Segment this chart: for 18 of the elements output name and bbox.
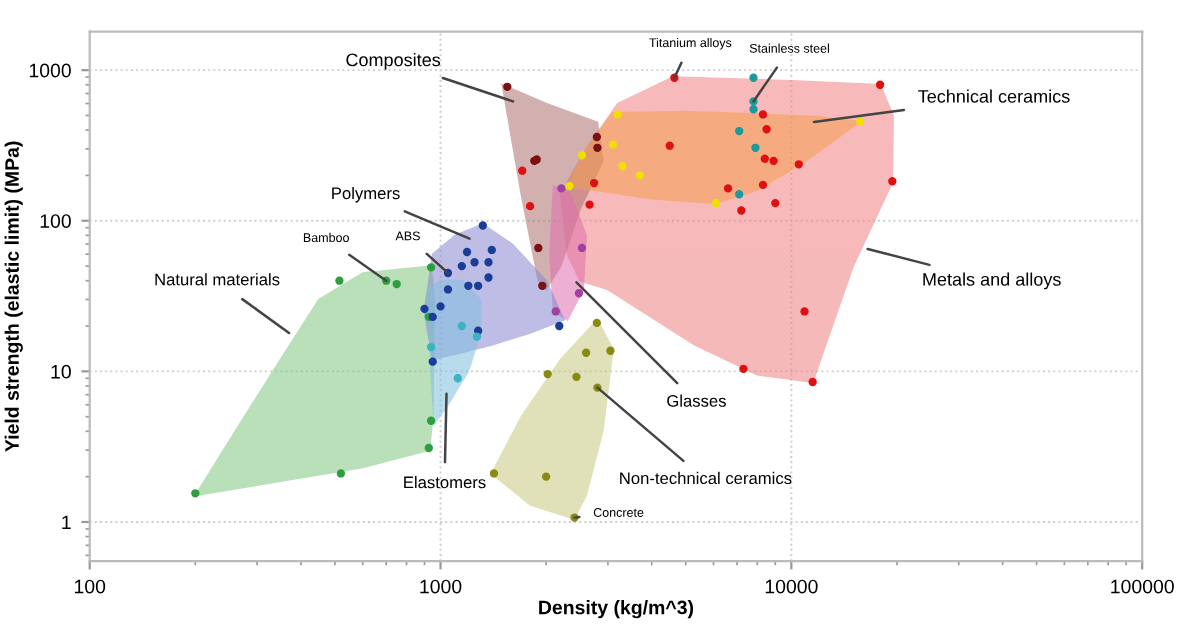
x-axis-title: Density (kg/m^3): [539, 600, 694, 619]
y-tick-label: 10: [51, 364, 71, 379]
y-tick-label: 1: [62, 515, 71, 530]
x-tick-label: 100000: [1111, 579, 1174, 594]
annotation: Glasses: [667, 394, 726, 407]
x-tick-label: 10000: [765, 579, 818, 594]
annotation: Metals and alloys: [923, 272, 1061, 290]
y-tick-label: 100: [40, 214, 71, 228]
annotation: Composites: [346, 53, 441, 70]
x-tick-label: 1000: [420, 579, 462, 594]
annotation: Technical ceramics: [918, 89, 1070, 103]
y-axis-title: Yield strength (elastic limit) (MPa): [4, 141, 23, 452]
annotation: Polymers: [332, 186, 400, 203]
annotation: Elastomers: [404, 476, 486, 489]
y-tick-label: 1000: [29, 63, 71, 78]
x-tick-label: 100: [74, 579, 106, 594]
annotation: Non-technical ceramics: [620, 471, 792, 485]
annotation: Natural materials: [155, 273, 280, 286]
